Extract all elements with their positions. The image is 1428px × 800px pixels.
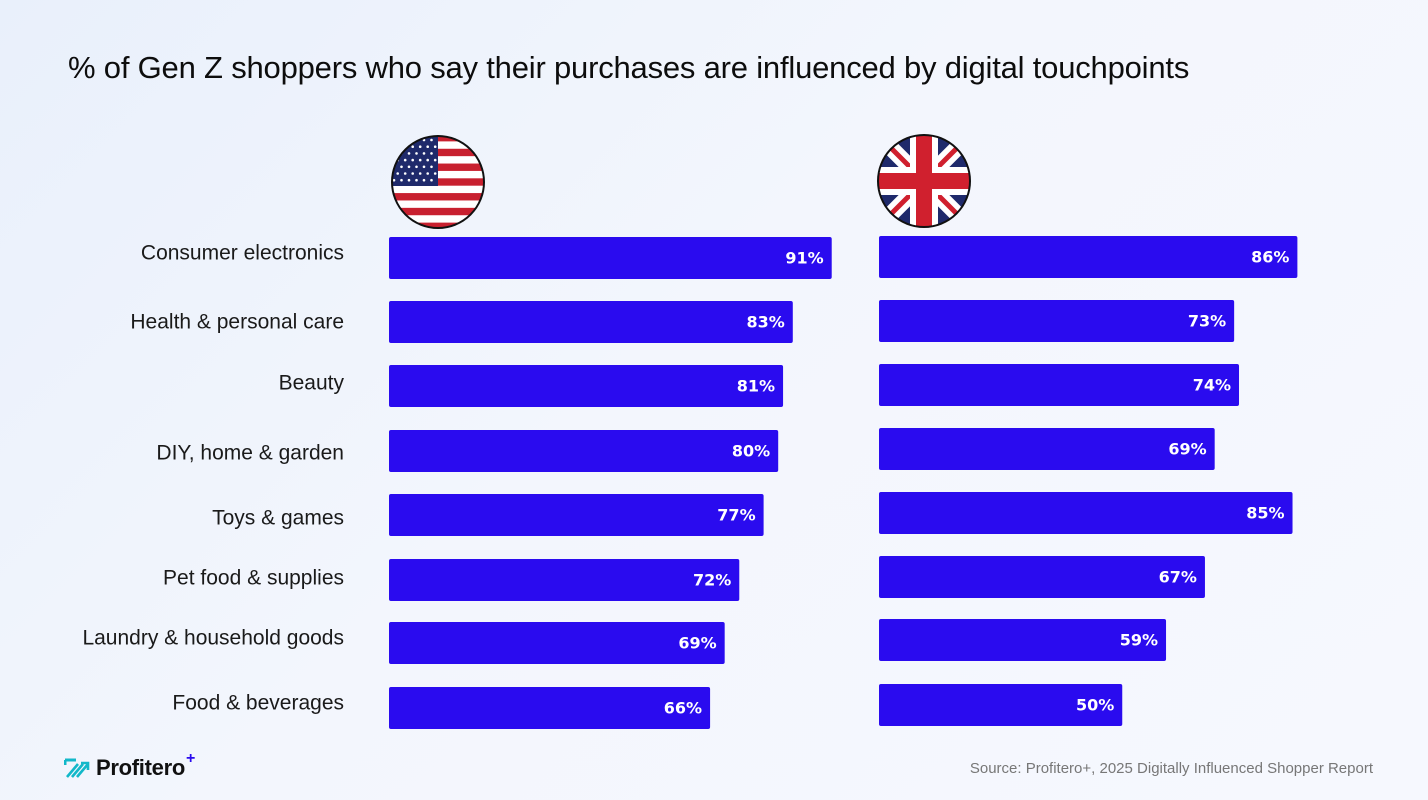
us-bar xyxy=(389,430,779,472)
bar-value-label: 74% xyxy=(1193,376,1231,395)
us-bar xyxy=(389,622,725,664)
uk-bar xyxy=(879,492,1293,534)
source-note: Source: Profitero+, 2025 Digitally Influ… xyxy=(969,760,1373,777)
profitero-logo-icon xyxy=(64,758,90,778)
us-flag-icon xyxy=(391,135,485,229)
bar-value-label: 81% xyxy=(737,377,775,396)
bar-value-label: 69% xyxy=(678,634,716,653)
profitero-logo: Profitero + xyxy=(64,750,195,782)
uk-bar xyxy=(879,619,1167,661)
uk-bar xyxy=(879,364,1240,406)
bar-value-label: 67% xyxy=(1159,568,1197,587)
category-label: Toys & games xyxy=(212,507,344,530)
uk-bar xyxy=(879,556,1205,598)
category-label: Food & beverages xyxy=(172,692,344,715)
us-bar xyxy=(389,365,784,407)
uk-bar xyxy=(879,236,1298,278)
bar-value-label: 69% xyxy=(1168,440,1206,459)
bar-value-label: 72% xyxy=(693,571,731,590)
uk-bar xyxy=(879,684,1123,726)
bar-value-label: 91% xyxy=(785,249,823,268)
bar-value-label: 73% xyxy=(1188,312,1226,331)
us-bar xyxy=(389,301,793,343)
bar-value-label: 85% xyxy=(1246,504,1284,523)
us-bar xyxy=(389,687,711,729)
chart-title: % of Gen Z shoppers who say their purcha… xyxy=(68,50,1190,85)
category-label: Consumer electronics xyxy=(141,242,344,265)
us-bar xyxy=(389,237,832,279)
uk-bar xyxy=(879,428,1215,470)
category-label: Beauty xyxy=(279,372,345,395)
bar-value-label: 59% xyxy=(1120,631,1158,650)
us-bar xyxy=(389,494,764,536)
bar-value-label: 83% xyxy=(746,313,784,332)
category-label: Health & personal care xyxy=(130,311,344,334)
logo-name: Profitero xyxy=(96,755,185,780)
logo-plus: + xyxy=(185,750,196,767)
uk-bar xyxy=(879,300,1235,342)
uk-flag-icon xyxy=(877,134,971,228)
category-label: Laundry & household goods xyxy=(82,627,344,650)
category-label: DIY, home & garden xyxy=(156,442,344,465)
bar-value-label: 86% xyxy=(1251,248,1289,267)
bar-value-label: 77% xyxy=(717,506,755,525)
us-bar xyxy=(389,559,740,601)
bar-value-label: 50% xyxy=(1076,696,1114,715)
bar-value-label: 66% xyxy=(664,699,702,718)
bar-value-label: 80% xyxy=(732,442,770,461)
category-label: Pet food & supplies xyxy=(163,567,344,590)
